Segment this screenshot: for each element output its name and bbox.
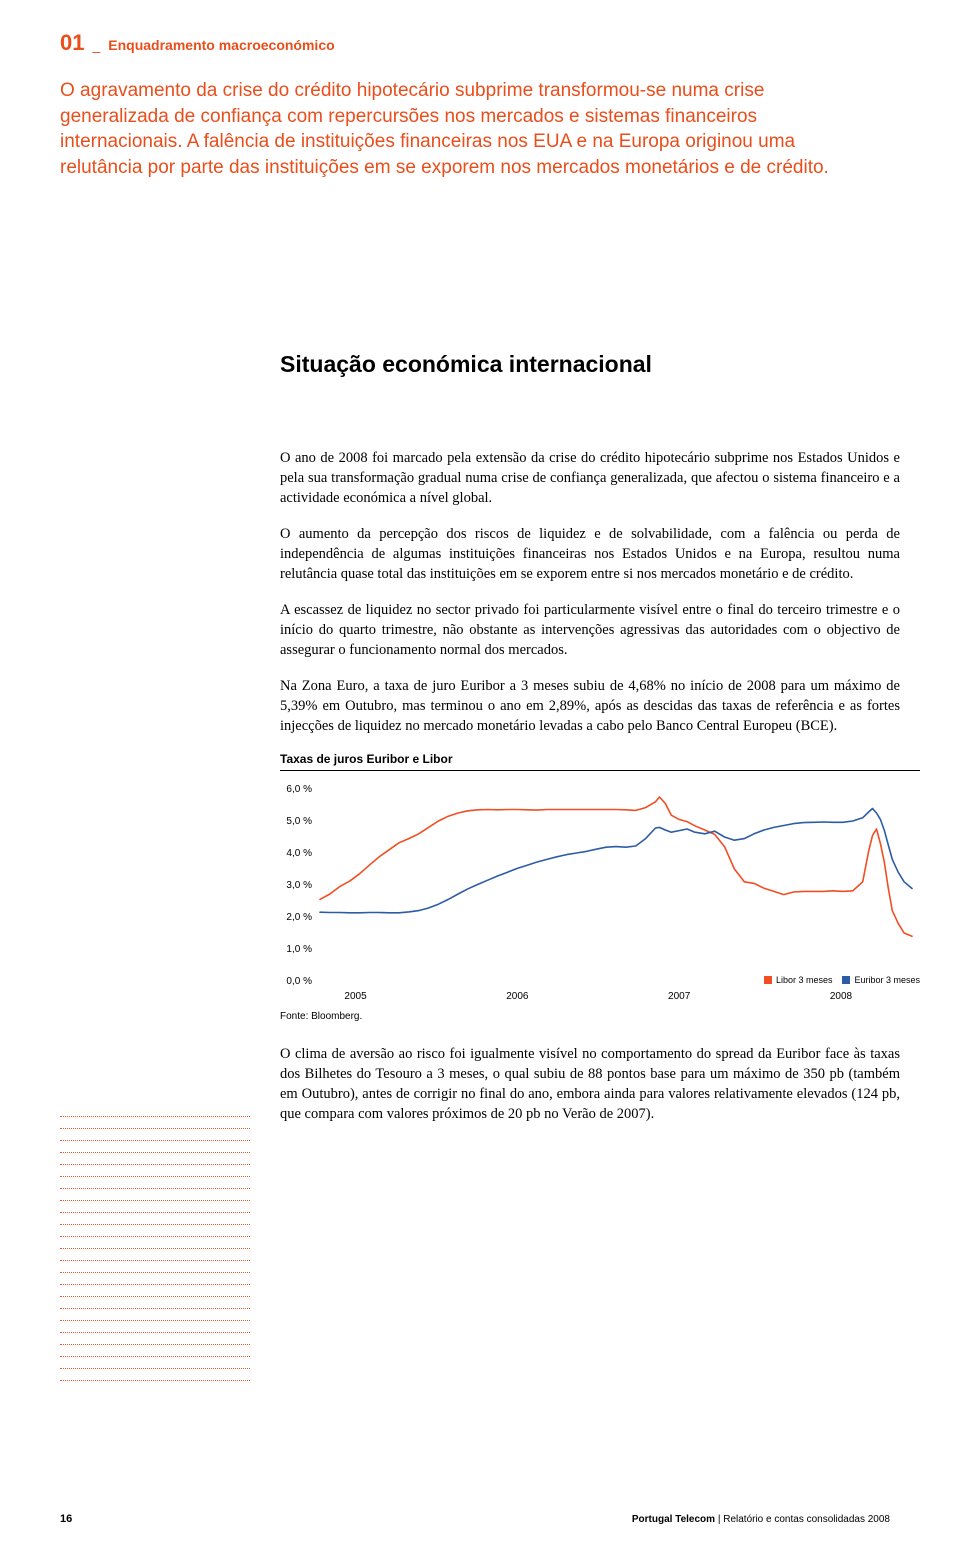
page: 01 _ Enquadramento macroeconómico O agra… [0,0,960,1545]
body-column-2: O clima de aversão ao risco foi igualmen… [280,1044,900,1124]
svg-text:2,0 %: 2,0 % [286,912,312,923]
svg-text:2007: 2007 [668,991,691,1002]
footer-credits: Portugal Telecom | Relatório e contas co… [632,1514,890,1525]
svg-text:2005: 2005 [344,991,367,1002]
svg-text:6,0 %: 6,0 % [286,784,312,795]
legend-swatch-icon [764,976,772,984]
paragraph-3: A escassez de liquidez no sector privado… [280,600,900,660]
chapter-title: Enquadramento macroeconómico [108,37,334,53]
chapter-separator: _ [92,37,100,53]
page-footer: 16 Portugal Telecom | Relatório e contas… [60,1513,890,1525]
body-column: O ano de 2008 foi marcado pela extensão … [280,448,900,736]
chart-source: Fonte: Bloomberg. [280,1011,920,1022]
lead-paragraph: O agravamento da crise do crédito hipote… [60,78,840,181]
chart-block: Taxas de juros Euribor e Libor 0,0 % 1,0 … [280,752,920,1022]
svg-text:2006: 2006 [506,991,529,1002]
legend-swatch-icon [842,976,850,984]
footer-sep: | [715,1514,723,1525]
svg-text:5,0 %: 5,0 % [286,816,312,827]
chapter-number: 01 [60,30,84,56]
chapter-header: 01 _ Enquadramento macroeconómico [60,30,890,56]
footer-doc: Relatório e contas consolidadas 2008 [723,1514,890,1525]
chart-legend: Libor 3 meses Euribor 3 meses [764,975,920,985]
svg-text:0,0 %: 0,0 % [286,976,312,987]
svg-text:2008: 2008 [830,991,853,1002]
paragraph-2: O aumento da percepção dos riscos de liq… [280,524,900,584]
decorative-dotted-lines [60,1105,250,1381]
paragraph-4: Na Zona Euro, a taxa de juro Euribor a 3… [280,676,900,736]
paragraph-1: O ano de 2008 foi marcado pela extensão … [280,448,900,508]
chart-title: Taxas de juros Euribor e Libor [280,752,920,771]
legend-item-euribor: Euribor 3 meses [842,975,920,985]
paragraph-5: O clima de aversão ao risco foi igualmen… [280,1044,900,1124]
legend-item-libor: Libor 3 meses [764,975,833,985]
footer-brand: Portugal Telecom [632,1514,715,1525]
legend-label: Euribor 3 meses [854,975,920,985]
svg-text:3,0 %: 3,0 % [286,880,312,891]
svg-text:4,0 %: 4,0 % [286,848,312,859]
line-chart: 0,0 % 1,0 % 2,0 % 3,0 % 4,0 % 5,0 % 6,0 % 2005 2… [280,783,920,1003]
svg-text:1,0 %: 1,0 % [286,944,312,955]
page-number: 16 [60,1513,72,1525]
section-title: Situação económica internacional [280,351,890,378]
chart-area: 0,0 % 1,0 % 2,0 % 3,0 % 4,0 % 5,0 % 6,0 % 2005 2… [280,783,920,1003]
legend-label: Libor 3 meses [776,975,833,985]
